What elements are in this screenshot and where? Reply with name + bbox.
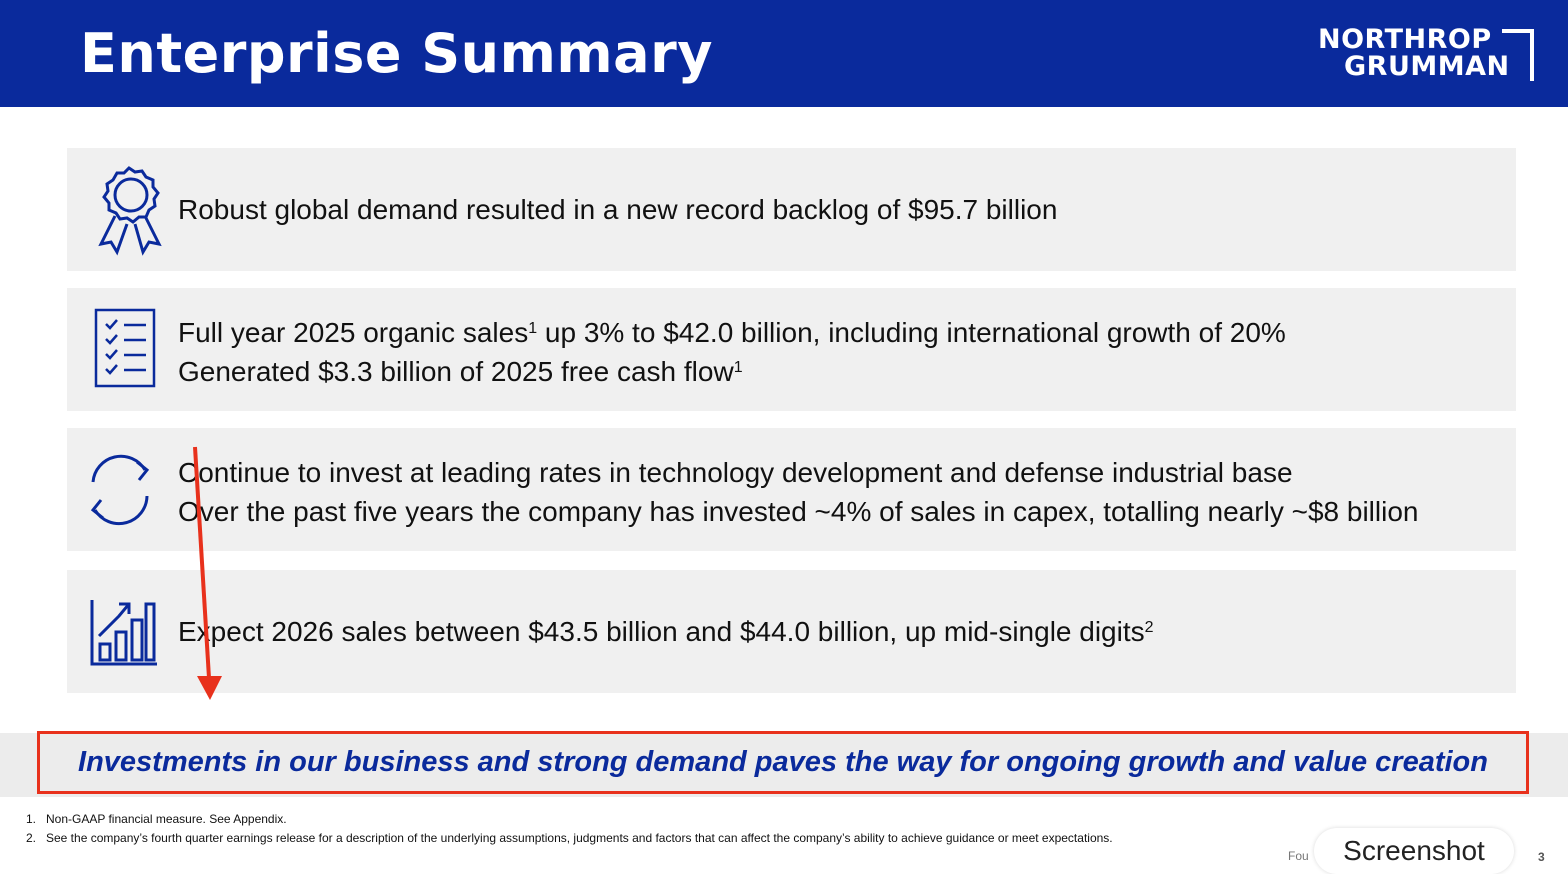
sales-text: Full year 2025 organic sales [178,317,529,348]
logo-line2: GRUMMAN [1344,51,1510,82]
footnote-text: See the company’s fourth quarter earning… [46,831,1113,845]
award-ribbon-icon [98,166,162,256]
card-text-line: Robust global demand resulted in a new r… [178,190,1057,229]
screenshot-button[interactable]: Screenshot [1314,828,1514,874]
footnote-ref: 1 [733,359,743,376]
invest-line1: Continue to invest at leading rates in t… [178,453,1293,492]
guidance-line: Expect 2026 sales between $43.5 billion … [178,612,1154,651]
checklist-icon [94,308,156,388]
cash-flow-text: Generated $3.3 billion of 2025 free cash… [178,356,734,387]
footnote-ref: 2 [1144,619,1154,636]
footer-label: Fou [1288,849,1309,863]
banner-background [0,733,1568,797]
page-number: 3 [1538,850,1545,864]
logo-bracket [1502,29,1534,81]
summary-card-investment: Continue to invest at leading rates in t… [67,428,1516,551]
key-message-banner: Investments in our business and strong d… [37,731,1529,794]
header-bar: Enterprise Summary NORTHROP GRUMMAN [0,0,1568,107]
sales-text-rest: up 3% to $42.0 billion, including intern… [537,317,1286,348]
summary-card-backlog: Robust global demand resulted in a new r… [67,148,1516,271]
invest-text: Continue to invest at leading rates in t… [178,457,1293,488]
growth-chart-icon [90,600,157,666]
refresh-cycle-icon [90,454,150,526]
sales-line: Full year 2025 organic sales1 up 3% to $… [178,313,1286,352]
footnote-number: 1. [26,812,37,826]
footnote-text: Non-GAAP financial measure. See Appendix… [46,812,287,826]
invest-line2: Over the past five years the company has… [178,492,1418,531]
backlog-text: Robust global demand resulted in a new r… [178,194,1058,225]
summary-card-sales: Full year 2025 organic sales1 up 3% to $… [67,288,1516,411]
company-logo: NORTHROP GRUMMAN [1318,24,1552,84]
capex-text: Over the past five years the company has… [178,496,1419,527]
logo-line1: NORTHROP [1318,24,1492,55]
banner-text: Investments in our business and strong d… [78,746,1488,778]
summary-card-guidance: Expect 2026 sales between $43.5 billion … [67,570,1516,693]
cash-flow-line: Generated $3.3 billion of 2025 free cash… [178,352,743,391]
footnote-2: 2. See the company’s fourth quarter earni… [26,831,1113,845]
guidance-text: Expect 2026 sales between $43.5 billion … [178,616,1145,647]
page-title: Enterprise Summary [80,22,713,85]
footnote-number: 2. [26,831,37,845]
footnote-ref: 1 [528,320,538,337]
footnote-1: 1. Non-GAAP financial measure. See Append… [26,812,287,826]
